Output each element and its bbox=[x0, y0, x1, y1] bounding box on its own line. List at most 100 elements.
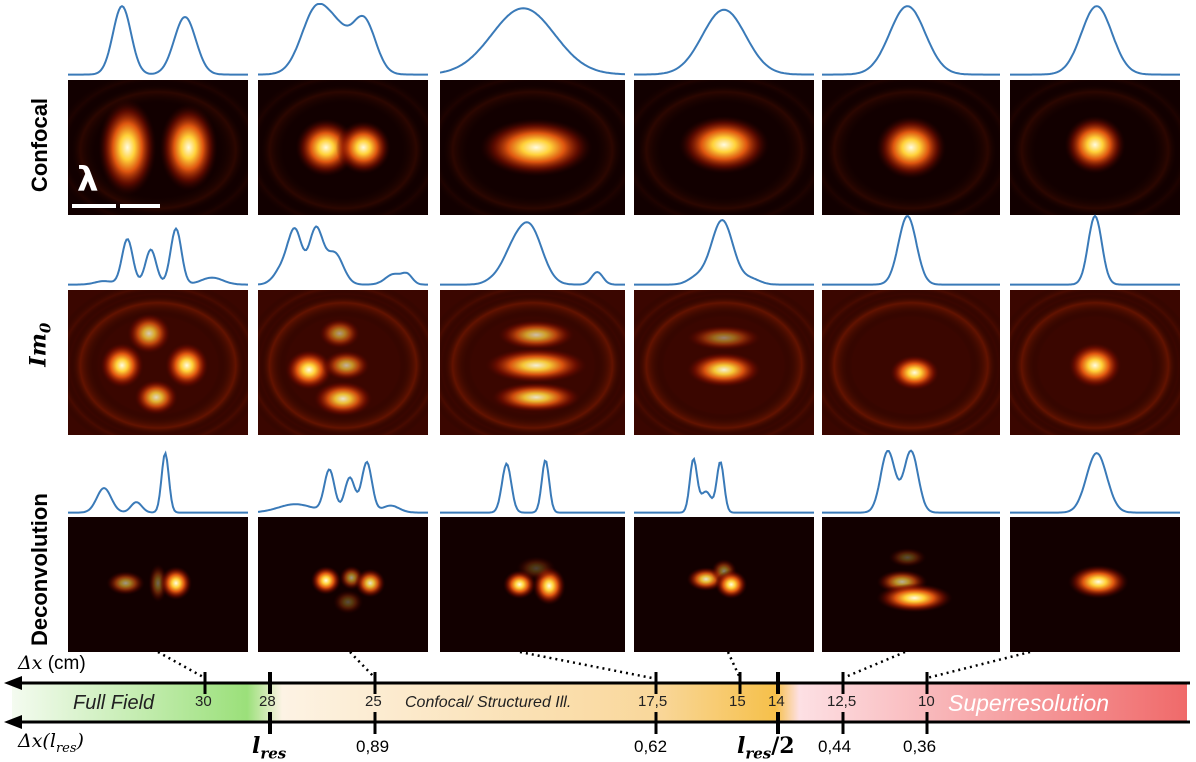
lres-half-sub: res bbox=[745, 744, 772, 762]
image-dec-5 bbox=[822, 517, 1000, 652]
dotted-connector bbox=[157, 650, 206, 680]
profile-conf-4 bbox=[634, 8, 814, 76]
profile-im-5 bbox=[822, 215, 1000, 286]
tick-bottom-0-44: 0,44 bbox=[818, 737, 852, 756]
image-im-3 bbox=[440, 290, 625, 435]
intensity-spot bbox=[888, 354, 941, 391]
intensity-spot bbox=[159, 566, 193, 601]
tick-top-30: 30 bbox=[195, 693, 212, 710]
profile-curve bbox=[258, 3, 428, 76]
image-dec-3 bbox=[440, 517, 625, 652]
scale-bar-2 bbox=[120, 204, 160, 208]
intensity-spot bbox=[888, 547, 927, 568]
intensity-spot bbox=[685, 324, 763, 351]
profile-curve bbox=[634, 219, 814, 286]
tick-bottom-0-36: 0,36 bbox=[903, 737, 937, 756]
tick-top-10: 10 bbox=[918, 693, 935, 710]
dotted-connector bbox=[726, 651, 742, 679]
axis-top-unit: (cm) bbox=[47, 653, 86, 674]
image-dec-6 bbox=[1010, 517, 1180, 652]
dotted-connector bbox=[349, 651, 376, 679]
axis-bottom-close: ) bbox=[76, 730, 84, 752]
intensity-spot bbox=[482, 347, 590, 384]
profile-im-4 bbox=[634, 219, 814, 286]
image-dec-4 bbox=[634, 517, 814, 652]
lres-half-symbol: l bbox=[737, 733, 746, 759]
axis-top-label: Δx (cm) bbox=[18, 652, 86, 675]
tick-top-28: 28 bbox=[259, 693, 276, 710]
intensity-spot bbox=[98, 98, 157, 197]
intensity-spot bbox=[678, 115, 770, 174]
axis-bottom-arrow bbox=[4, 715, 22, 729]
image-im-2 bbox=[258, 290, 428, 435]
profile-curve bbox=[1010, 214, 1180, 286]
intensity-spot bbox=[1064, 115, 1126, 174]
profile-curve bbox=[822, 215, 1000, 286]
intensity-spot bbox=[685, 351, 763, 389]
profile-conf-2 bbox=[258, 3, 428, 76]
image-conf-4 bbox=[634, 80, 814, 215]
tick-top-15: 15 bbox=[729, 693, 746, 710]
axis-bottom-label: Δx(lres) bbox=[18, 730, 84, 756]
intensity-spot bbox=[335, 120, 391, 175]
axis-bottom-sub: res bbox=[55, 740, 77, 756]
image-conf-6 bbox=[1010, 80, 1180, 215]
tick-bottom-0-89: 0,89 bbox=[356, 737, 390, 756]
intensity-spot bbox=[876, 583, 954, 613]
profile-im-3 bbox=[440, 221, 625, 286]
profile-dec-2 bbox=[258, 460, 428, 514]
profile-curve bbox=[68, 450, 248, 514]
tick-top-14: 14 bbox=[768, 693, 785, 710]
tick-top-25: 25 bbox=[365, 693, 382, 710]
intensity-spot bbox=[106, 571, 146, 596]
axis-bottom-symbol: Δx(l bbox=[18, 730, 56, 752]
profile-dec-6 bbox=[1010, 452, 1180, 514]
region-full-field: Full Field bbox=[73, 692, 155, 714]
lres-symbol: l bbox=[252, 733, 261, 759]
image-conf-1 bbox=[68, 80, 248, 215]
tick-top-17-5: 17,5 bbox=[638, 693, 668, 710]
intensity-spot bbox=[332, 589, 364, 615]
profile-conf-6 bbox=[1010, 5, 1180, 76]
image-dec-2 bbox=[258, 517, 428, 652]
intensity-spot bbox=[99, 341, 145, 389]
intensity-spot bbox=[496, 319, 577, 351]
dotted-connector bbox=[926, 650, 1031, 680]
tick-bottom-lres: lres bbox=[252, 733, 286, 762]
profile-curve bbox=[258, 460, 428, 514]
image-im-1 bbox=[68, 290, 248, 435]
dotted-connector bbox=[519, 650, 653, 680]
profile-dec-4 bbox=[634, 456, 814, 514]
profile-curve bbox=[68, 226, 248, 286]
profile-dec-3 bbox=[440, 459, 625, 514]
axis-band bbox=[12, 683, 1187, 722]
image-conf-3 bbox=[440, 80, 625, 215]
region-superresolution: Superresolution bbox=[948, 690, 1110, 716]
profile-im-1 bbox=[68, 226, 248, 286]
profile-conf-3 bbox=[440, 7, 625, 76]
scale-bar-label: λ bbox=[77, 160, 99, 200]
intensity-spot bbox=[1067, 341, 1123, 389]
ring-pattern bbox=[68, 290, 248, 435]
profile-dec-1 bbox=[68, 450, 248, 514]
intensity-spot bbox=[133, 379, 179, 416]
profile-curve bbox=[440, 7, 625, 76]
profile-curve bbox=[822, 449, 1000, 514]
profile-curve bbox=[258, 225, 428, 286]
tick-bottom-lres-half: lres/2 bbox=[737, 733, 795, 762]
image-dec-1 bbox=[68, 517, 248, 652]
intensity-spot bbox=[354, 568, 386, 598]
intensity-spot bbox=[489, 381, 583, 413]
intensity-spot bbox=[715, 569, 748, 600]
intensity-spot bbox=[126, 312, 172, 355]
image-conf-2 bbox=[258, 80, 428, 215]
image-conf-5 bbox=[822, 80, 1000, 215]
profile-im-6 bbox=[1010, 214, 1180, 286]
intensity-spot bbox=[479, 118, 593, 177]
intensity-spot bbox=[318, 317, 362, 350]
axis-top-arrow bbox=[4, 676, 22, 690]
intensity-spot bbox=[310, 565, 342, 596]
intensity-spot bbox=[164, 341, 210, 389]
profile-conf-5 bbox=[822, 5, 1000, 76]
lres-half-suffix: /2 bbox=[771, 733, 795, 759]
